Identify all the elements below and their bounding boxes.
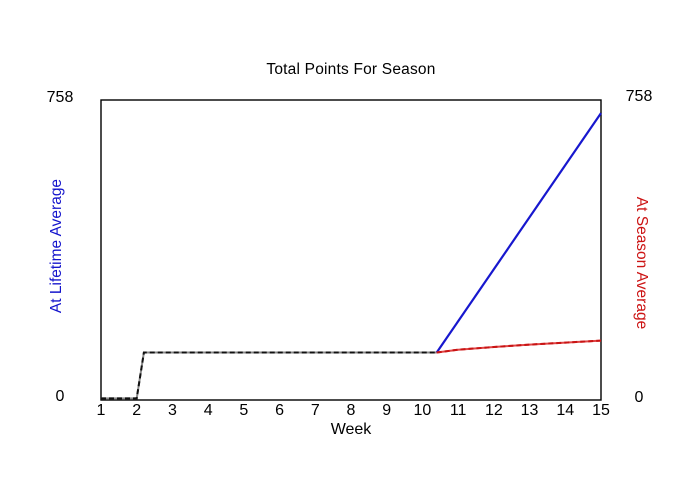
x-tick-label-5: 5 — [239, 402, 249, 419]
series-line-points-to-date-base — [101, 351, 437, 400]
x-tick-label-12: 12 — [484, 402, 503, 419]
x-tick-label-11: 11 — [449, 402, 467, 419]
series-line-at-lifetime-average — [435, 112, 602, 354]
y-axis-tick-right-max: 758 — [625, 88, 653, 105]
x-tick-label-7: 7 — [310, 402, 320, 419]
y-axis-label-left: At Lifetime Average — [48, 178, 65, 314]
chart-title: Total Points For Season — [266, 61, 436, 78]
x-tick-label-3: 3 — [167, 402, 177, 419]
y-axis-tick-right-min: 0 — [634, 389, 644, 406]
x-axis-label: Week — [330, 421, 372, 438]
x-tick-label-14: 14 — [556, 402, 575, 419]
y-axis-tick-left-min: 0 — [55, 388, 65, 405]
y-axis-tick-left-max: 758 — [46, 89, 74, 106]
x-tick-label-2: 2 — [132, 402, 142, 419]
y-axis-label-right: At Season Average — [633, 196, 650, 330]
series-line-points-to-date — [101, 351, 437, 400]
x-tick-label-9: 9 — [382, 402, 392, 419]
series-line-at-season-average — [436, 339, 602, 354]
x-tick-label-8: 8 — [346, 402, 356, 419]
x-tick-label-1: 1 — [96, 402, 106, 419]
x-tick-label-4: 4 — [203, 402, 213, 419]
x-tick-label-10: 10 — [413, 402, 432, 419]
plot-frame — [100, 99, 602, 401]
x-tick-label-6: 6 — [275, 402, 285, 419]
x-tick-label-15: 15 — [592, 402, 610, 419]
x-tick-label-13: 13 — [520, 402, 539, 419]
